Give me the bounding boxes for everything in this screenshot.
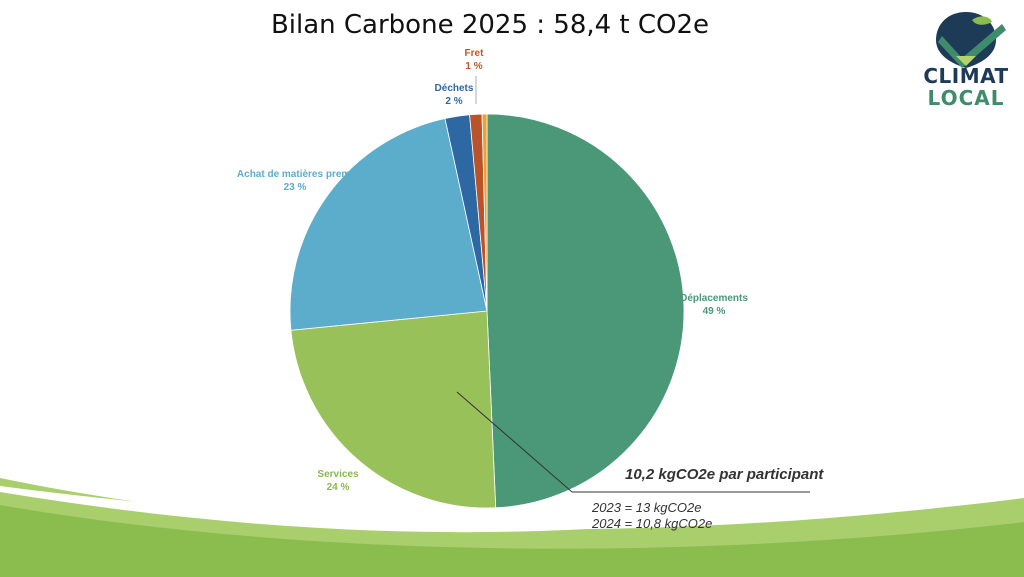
slice-label: Déplacements (680, 293, 748, 304)
footer-wave-dark (0, 505, 1024, 577)
page-title: Bilan Carbone 2025 : 58,4 t CO2e (270, 10, 710, 40)
pie-slice-d-placements (486, 113, 685, 509)
per-participant-note: 10,2 kgCO2e par participant (625, 466, 824, 483)
pie-slice-services (290, 310, 497, 509)
logo-leaf-shape (972, 16, 992, 25)
slice-percent-label: 49 % (703, 306, 726, 317)
climat-local-logo (936, 12, 1006, 68)
slice-percent-label: 24 % (327, 482, 350, 493)
pie-slices (289, 113, 685, 509)
footer-wave-white (0, 462, 1024, 533)
slice-percent-label: 1 % (465, 61, 482, 72)
logo-text-local: LOCAL (927, 86, 1005, 110)
pie-slice-other (481, 113, 488, 312)
logo-check-shape (938, 24, 1006, 68)
callout-line (456, 391, 573, 493)
slice-label: Fret (465, 48, 485, 59)
slice-percent-label: 2 % (445, 96, 462, 107)
note-line-2024: 2024 = 10,8 kgCO2e (592, 516, 713, 531)
logo-text-climat: CLIMAT (923, 64, 1009, 88)
slice-label: Déchets (435, 83, 474, 94)
pie-slice-achat-de-mati-res-premi (289, 118, 488, 331)
slice-label: Services (317, 469, 359, 480)
slice-percent-label: 23 % (284, 182, 307, 193)
note-line-2023: 2023 = 13 kgCO2e (592, 500, 702, 515)
slice-label: Achat de matières premi (237, 169, 353, 180)
logo-triangle-shape (956, 56, 976, 66)
pie-labels: Déplacements 49 % Services 24 % Achat de mat… (237, 48, 748, 493)
decorative-footer-waves (0, 462, 1024, 577)
